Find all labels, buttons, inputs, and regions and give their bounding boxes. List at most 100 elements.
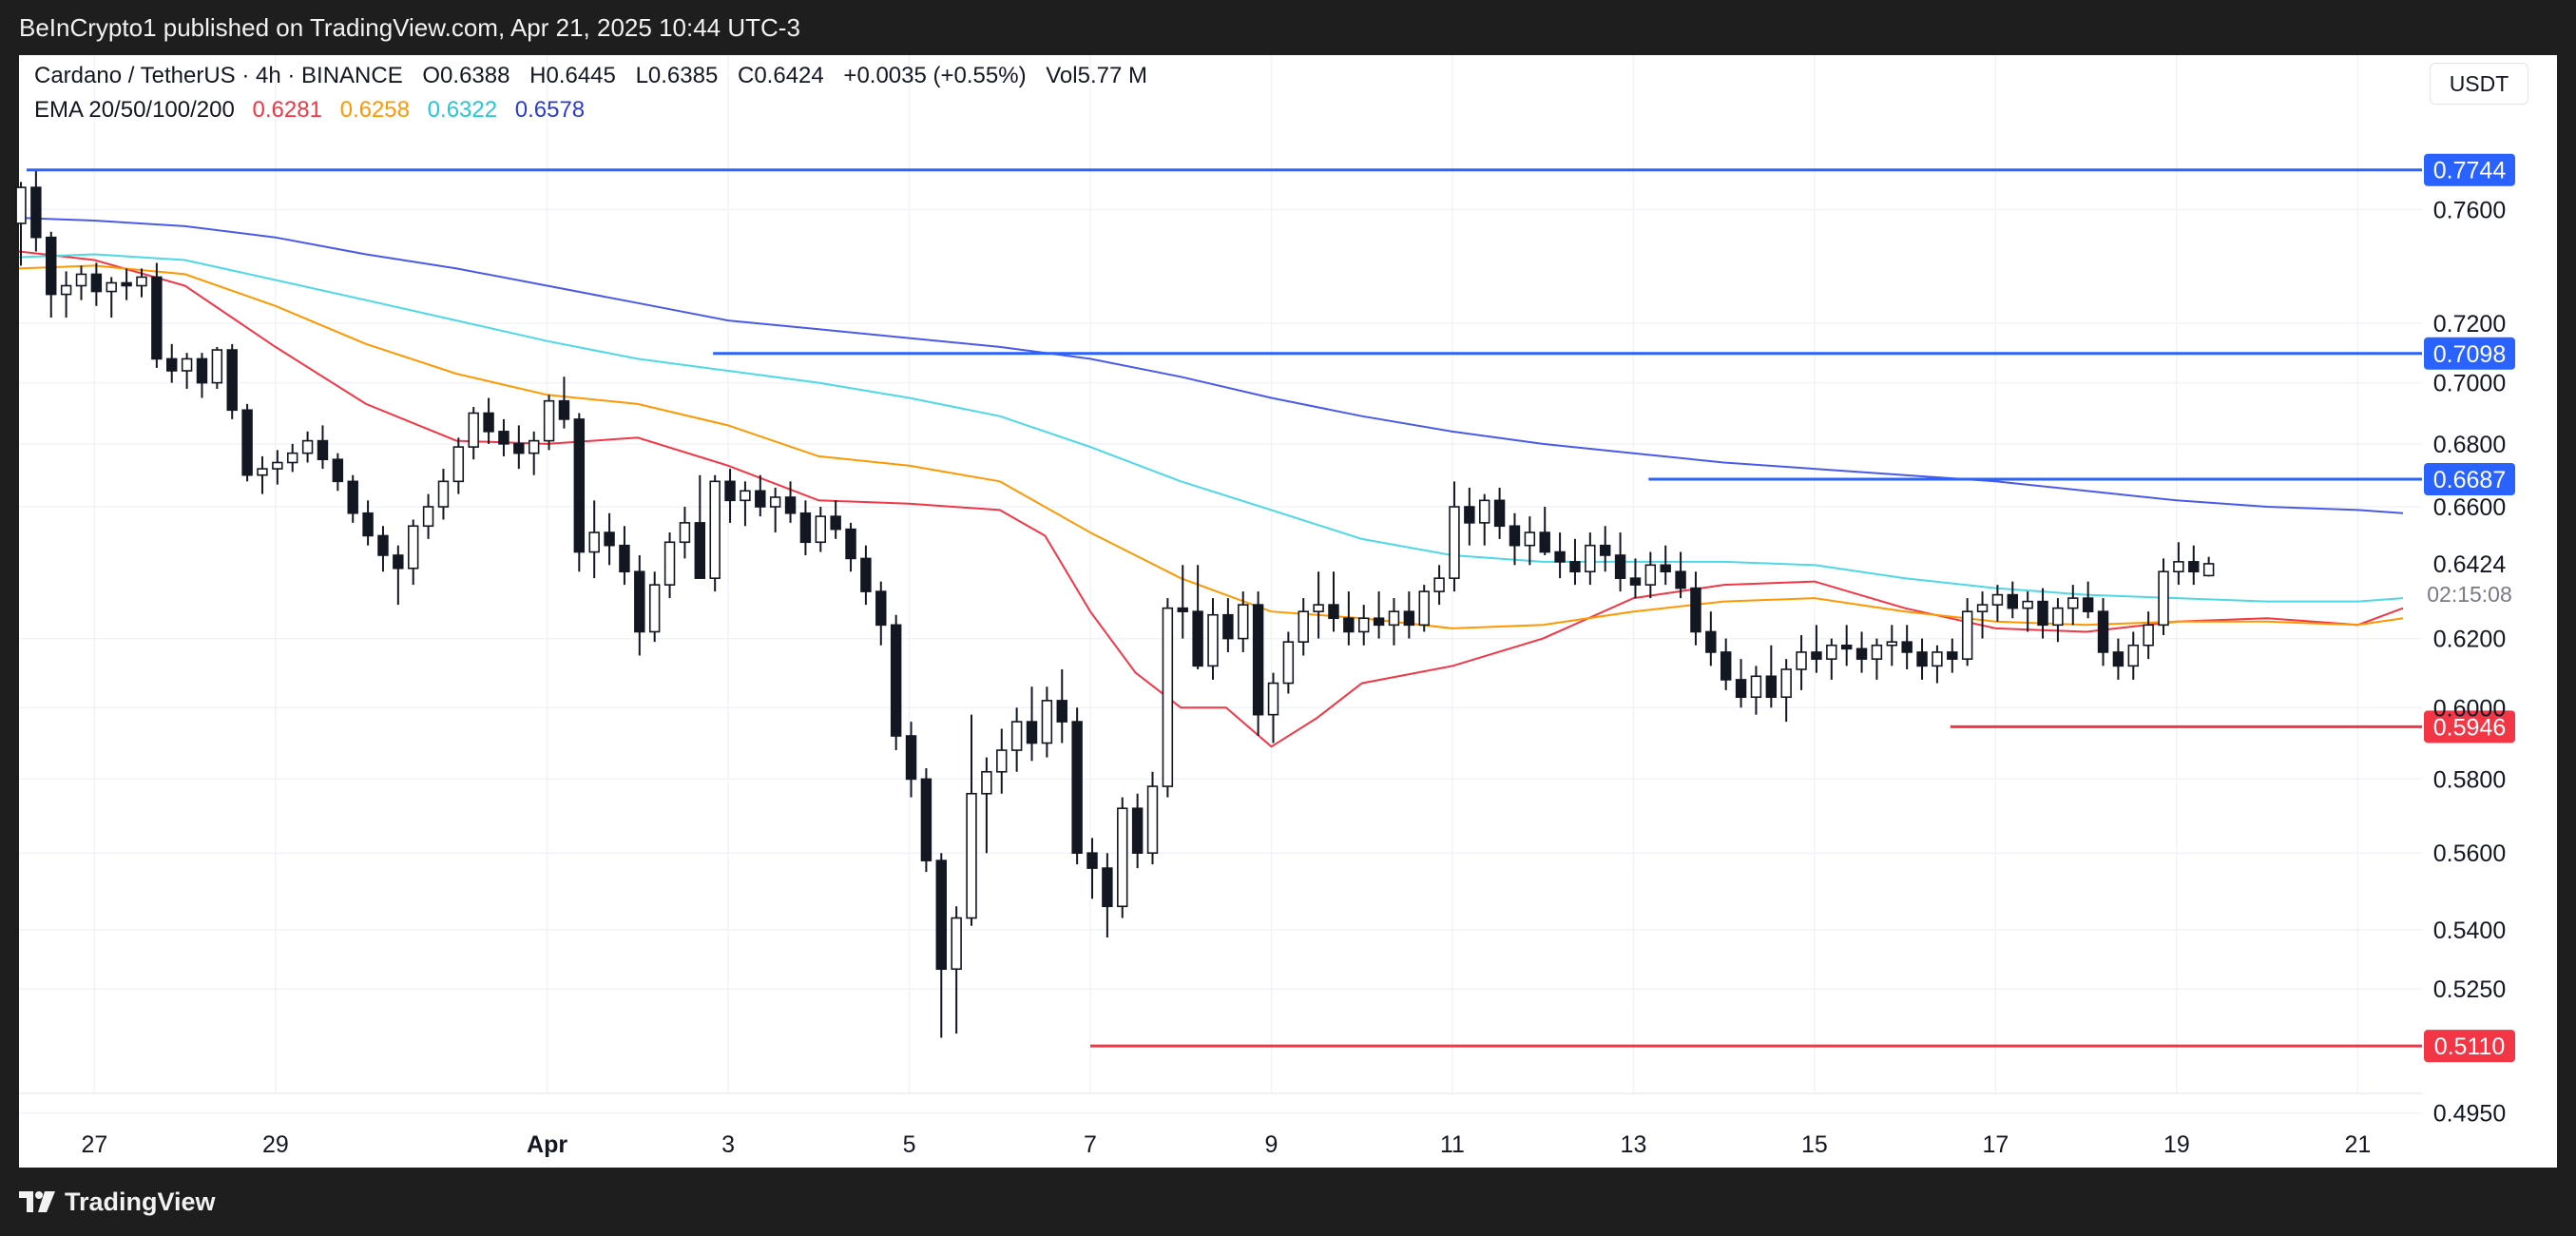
candle-down [1222, 613, 1234, 640]
candle-up [1146, 785, 1159, 854]
candle-down [1086, 852, 1098, 869]
candle-down [784, 496, 797, 514]
candle-down [2097, 610, 2109, 653]
candle-down [393, 554, 404, 570]
tradingview-logo-icon [19, 1191, 55, 1212]
candle-up [1267, 682, 1279, 716]
candle-down [799, 512, 812, 544]
candle-down [875, 590, 887, 627]
level-tag-0.5110[interactable] [2424, 1030, 2515, 1063]
candle-down [558, 399, 570, 420]
date-tick-label: 13 [1621, 1131, 1647, 1158]
candle-up [996, 749, 1008, 773]
candle-up [1886, 641, 1898, 647]
candle-up [1313, 604, 1324, 612]
date-tick-label: Apr [527, 1131, 567, 1158]
level-tag-0.7744[interactable] [2424, 153, 2515, 186]
candle-up [679, 522, 691, 544]
date-tick-label: 11 [1440, 1131, 1465, 1158]
candle-down [1328, 604, 1339, 620]
candle-down [1373, 617, 1385, 627]
candle-down [573, 418, 586, 553]
ema200-value: 0.6578 [514, 97, 586, 123]
candle-up [1298, 610, 1309, 643]
current-price-label: 0.6424 [2433, 551, 2507, 578]
candle-down [1901, 641, 1913, 653]
candle-up [301, 439, 314, 454]
candle-up [709, 480, 721, 579]
symbol-name[interactable]: Cardano / TetherUS · 4h · BINANCE [34, 63, 403, 88]
price-axis[interactable]: 0.7600 0.7200 0.7000 0.6800 0.6600 0.6200 0.60… [2427, 197, 2512, 1127]
level-tag-0.6687[interactable] [2424, 462, 2515, 495]
candle-down [121, 281, 132, 287]
time-axis[interactable]: 27 29 Apr 3 5 7 9 11 13 15 17 19 21 [81, 1131, 2371, 1158]
candle-down [1464, 506, 1475, 524]
candle-up [663, 541, 676, 586]
candle-down [1131, 807, 1144, 854]
candle-down [1599, 544, 1611, 556]
candle-down [226, 349, 238, 412]
candle-up [2022, 600, 2033, 609]
ema-label[interactable]: EMA 20/50/100/200 [34, 97, 235, 123]
candle-down [1614, 554, 1626, 579]
candle-up [60, 284, 72, 296]
date-tick-label: 3 [721, 1131, 735, 1158]
price-tick-label: 0.6200 [2433, 627, 2506, 653]
candle-up [1041, 700, 1053, 744]
candle-down [2007, 593, 2019, 609]
price-tick-label: 0.7000 [2433, 371, 2506, 397]
candle-down [1765, 675, 1778, 699]
date-tick-label: 7 [1084, 1131, 1097, 1158]
candle-down [317, 439, 329, 461]
candle-down [241, 409, 253, 476]
date-tick-label: 15 [1801, 1131, 1828, 1158]
ohlc-high: H0.6445 [529, 63, 616, 88]
candle-up [1750, 675, 1762, 699]
candle-down [634, 570, 645, 633]
tradingview-brand: TradingView [65, 1187, 216, 1216]
candle-down [1735, 679, 1747, 699]
tradingview-logo[interactable]: TradingView [19, 1185, 216, 1219]
price-tick-label: 0.6000 [2433, 695, 2506, 722]
chart-panel[interactable] [19, 55, 2557, 1168]
date-tick-label: 21 [2344, 1131, 2371, 1158]
candle-up [1449, 506, 1460, 579]
candle-up [1796, 651, 1807, 670]
level-tag-0.7098[interactable] [2424, 337, 2515, 370]
level-tag-text: 0.7744 [2433, 158, 2507, 184]
candle-down [2112, 651, 2124, 667]
candle-down [30, 186, 42, 239]
candle-up [1479, 499, 1490, 524]
price-tick-label: 0.5250 [2433, 976, 2506, 1003]
candle-up [75, 273, 87, 287]
candle-down [498, 431, 509, 445]
candle-up [1976, 604, 1989, 612]
candle-down [890, 624, 902, 737]
price-tick-label: 0.7200 [2433, 311, 2506, 338]
candle-down [151, 276, 163, 360]
candle-up [2202, 563, 2215, 577]
level-tag-0.5946[interactable] [2424, 710, 2515, 744]
level-tag-text: 0.7098 [2433, 341, 2506, 368]
candle-up [815, 515, 827, 544]
candle-up [528, 439, 540, 454]
candle-down [860, 557, 872, 592]
candle-up [1991, 593, 2004, 606]
candle-down [1252, 604, 1264, 716]
candle-up [452, 446, 465, 483]
candle-down [905, 735, 917, 781]
ema-legend[interactable]: EMA 20/50/100/200 0.6281 0.6258 0.6322 0… [34, 97, 596, 124]
candle-down [1071, 721, 1083, 854]
candle-down [935, 859, 947, 971]
currency-button[interactable]: USDT [2430, 63, 2528, 105]
candle-up [2173, 561, 2184, 573]
date-tick-label: 17 [1983, 1131, 2009, 1158]
price-tick-label: 0.4950 [2433, 1101, 2506, 1128]
candle-up [15, 186, 27, 224]
ohlc-open: O0.6388 [422, 63, 510, 88]
date-tick-label: 29 [262, 1131, 289, 1158]
horizontal-levels[interactable]: 0.7744 0.7098 0.6687 0.5946 0.5110 [26, 153, 2515, 1063]
symbol-legend[interactable]: Cardano / TetherUS · 4h · BINANCE O0.638… [34, 63, 1161, 89]
candle-up [2127, 644, 2139, 667]
